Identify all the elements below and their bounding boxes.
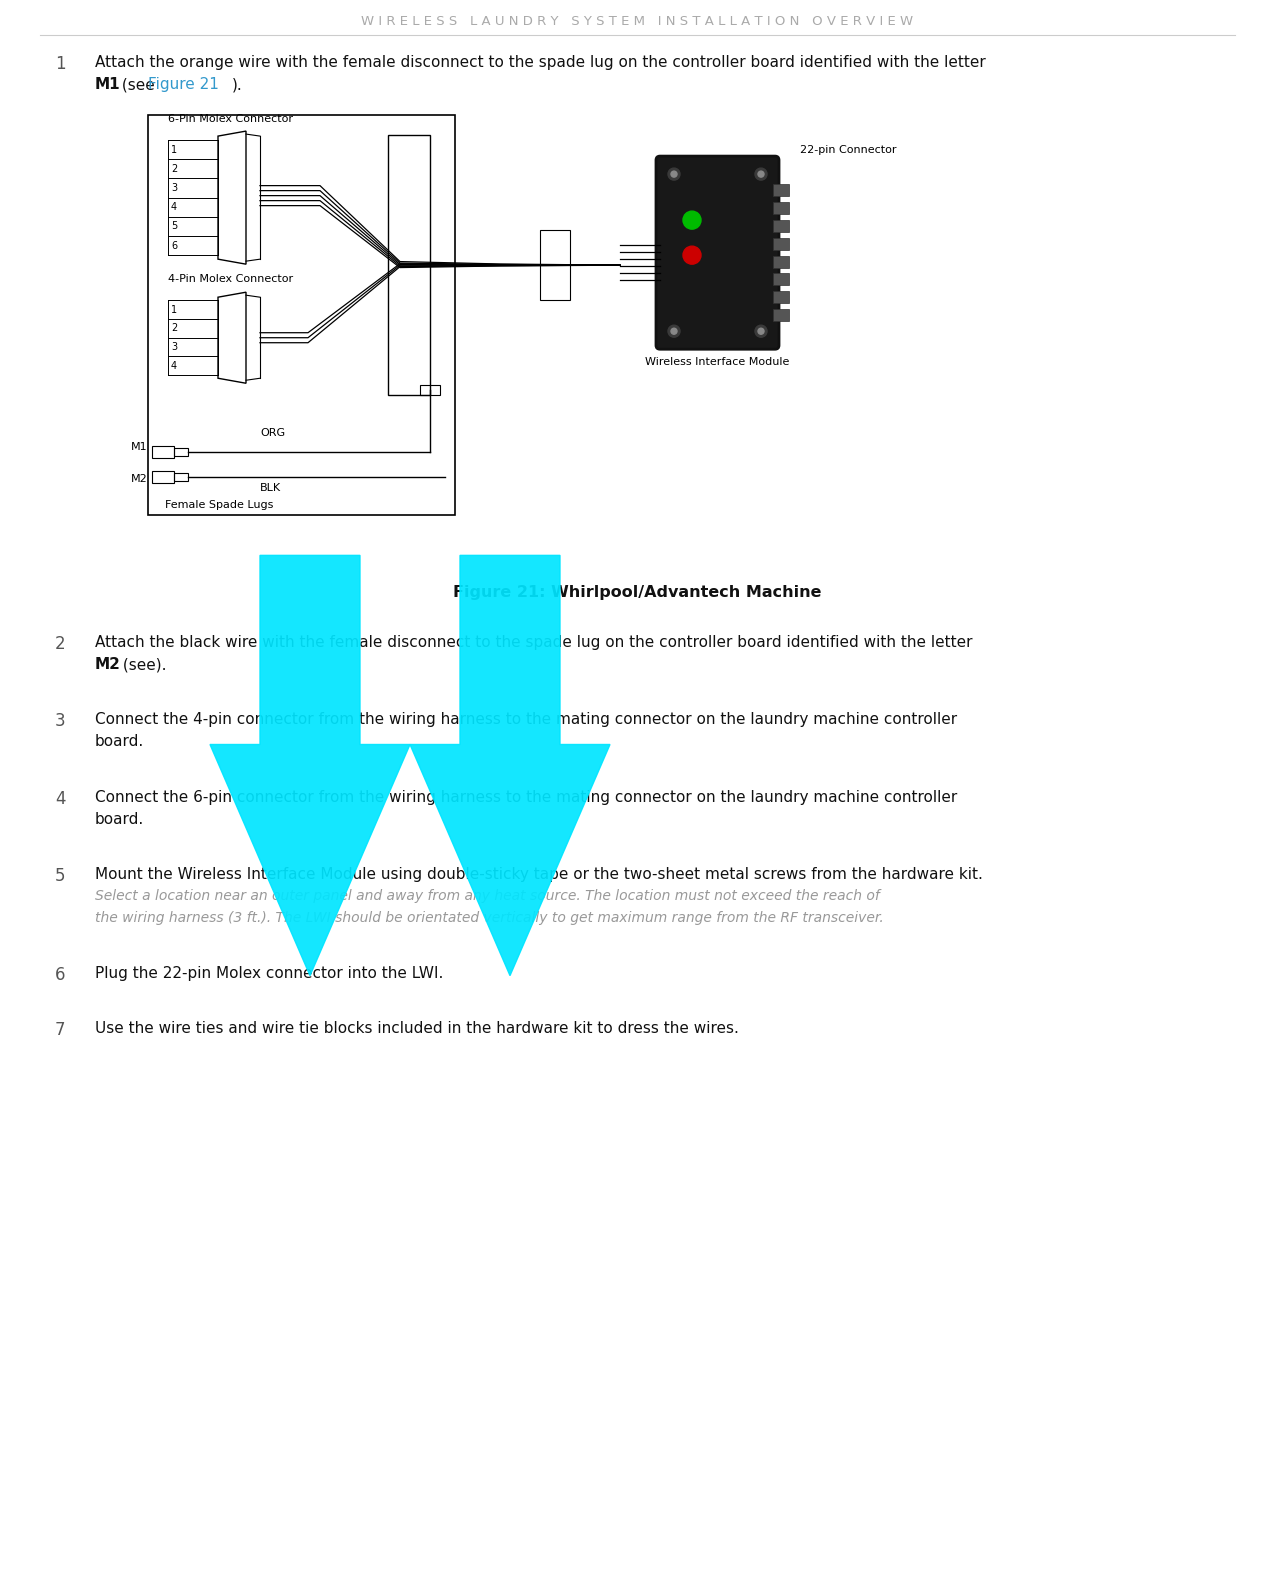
Circle shape bbox=[755, 326, 768, 337]
Text: Attach the orange wire with the female disconnect to the spade lug on the contro: Attach the orange wire with the female d… bbox=[96, 55, 986, 69]
Text: 1: 1 bbox=[171, 305, 177, 315]
Text: Laundry Installation and Setup Guide: Laundry Installation and Setup Guide bbox=[799, 1508, 1094, 1522]
Circle shape bbox=[759, 329, 764, 334]
Text: W I R E L E S S   L A U N D R Y   S Y S T E M   I N S T A L L A T I O N   O V E : W I R E L E S S L A U N D R Y S Y S T E … bbox=[361, 16, 913, 28]
Text: 4: 4 bbox=[171, 360, 177, 371]
Bar bbox=[773, 274, 789, 285]
Bar bbox=[773, 255, 789, 268]
Bar bbox=[773, 291, 789, 304]
Bar bbox=[148, 115, 455, 515]
Circle shape bbox=[671, 329, 677, 334]
Text: M1: M1 bbox=[131, 442, 148, 452]
Text: Wireless Interface Module: Wireless Interface Module bbox=[645, 357, 789, 367]
Text: Bb: Bb bbox=[448, 1492, 490, 1519]
Bar bbox=[419, 386, 440, 395]
Text: M2: M2 bbox=[131, 474, 148, 485]
Text: board.: board. bbox=[96, 735, 144, 749]
Circle shape bbox=[671, 172, 677, 178]
Text: (see).: (see). bbox=[119, 658, 167, 672]
Text: Attach the black wire with the female disconnect to the spade lug on the control: Attach the black wire with the female di… bbox=[96, 636, 973, 650]
Bar bbox=[173, 474, 187, 482]
Bar bbox=[773, 184, 789, 197]
Bar bbox=[773, 309, 789, 321]
Text: 7: 7 bbox=[55, 1020, 65, 1039]
Text: BLK: BLK bbox=[260, 483, 280, 493]
Text: Blackboard: Blackboard bbox=[440, 1544, 497, 1554]
Circle shape bbox=[759, 172, 764, 178]
Text: the wiring harness (3 ft.). The LWI should be orientated vertically to get maxim: the wiring harness (3 ft.). The LWI shou… bbox=[96, 911, 884, 924]
Text: 1: 1 bbox=[55, 55, 65, 72]
Polygon shape bbox=[411, 556, 609, 976]
Circle shape bbox=[668, 326, 680, 337]
Text: Select a location near an outer panel and away from any heat source. The locatio: Select a location near an outer panel an… bbox=[96, 889, 880, 902]
Text: ).: ). bbox=[232, 77, 242, 91]
Text: 2: 2 bbox=[171, 323, 177, 334]
Text: Figure 21: Figure 21 bbox=[148, 77, 219, 91]
FancyBboxPatch shape bbox=[657, 156, 779, 349]
Text: 3: 3 bbox=[55, 713, 65, 730]
Circle shape bbox=[668, 168, 680, 179]
Text: 6: 6 bbox=[171, 241, 177, 250]
Text: 3: 3 bbox=[171, 183, 177, 194]
Text: Mount the Wireless Interface Module using double-sticky tape or the two-sheet me: Mount the Wireless Interface Module usin… bbox=[96, 867, 983, 881]
Bar bbox=[388, 135, 430, 395]
Text: 5: 5 bbox=[55, 867, 65, 885]
Bar bbox=[773, 220, 789, 231]
Text: Connect the 4-pin connector from the wiring harness to the mating connector on t: Connect the 4-pin connector from the wir… bbox=[96, 713, 958, 727]
Text: M1: M1 bbox=[96, 77, 121, 91]
Text: Connect the 6-pin connector from the wiring harness to the mating connector on t: Connect the 6-pin connector from the wir… bbox=[96, 790, 958, 804]
Text: 1: 1 bbox=[171, 145, 177, 154]
Text: board.: board. bbox=[96, 812, 144, 826]
Text: 6-Pin Molex Connector: 6-Pin Molex Connector bbox=[168, 113, 293, 124]
Text: Plug the 22-pin Molex connector into the LWI.: Plug the 22-pin Molex connector into the… bbox=[96, 965, 444, 981]
Text: Figure 21: Whirlpool/Advantech Machine: Figure 21: Whirlpool/Advantech Machine bbox=[453, 586, 821, 600]
Bar bbox=[773, 238, 789, 250]
Text: (see: (see bbox=[117, 77, 159, 91]
Text: Use the wire ties and wire tie blocks included in the hardware kit to dress the : Use the wire ties and wire tie blocks in… bbox=[96, 1020, 740, 1036]
Text: 5: 5 bbox=[171, 222, 177, 231]
Polygon shape bbox=[210, 556, 411, 976]
Circle shape bbox=[683, 211, 701, 230]
Text: 30: 30 bbox=[1148, 1506, 1173, 1524]
Text: 2: 2 bbox=[171, 164, 177, 173]
Text: 3: 3 bbox=[171, 342, 177, 353]
Bar bbox=[152, 471, 173, 483]
Text: 4: 4 bbox=[55, 790, 65, 807]
Text: Female Spade Lugs: Female Spade Lugs bbox=[164, 501, 273, 510]
Circle shape bbox=[683, 246, 701, 264]
Text: 4-Pin Molex Connector: 4-Pin Molex Connector bbox=[168, 274, 293, 285]
Text: 4: 4 bbox=[171, 201, 177, 212]
Text: M2: M2 bbox=[96, 658, 121, 672]
Text: 22-pin Connector: 22-pin Connector bbox=[799, 145, 896, 156]
Text: ORG: ORG bbox=[260, 428, 286, 438]
Bar bbox=[773, 201, 789, 214]
Circle shape bbox=[755, 168, 768, 179]
Bar bbox=[173, 449, 187, 456]
Text: 6: 6 bbox=[55, 965, 65, 984]
Bar bbox=[152, 447, 173, 458]
Text: 2: 2 bbox=[55, 636, 65, 653]
Bar bbox=[541, 230, 570, 301]
